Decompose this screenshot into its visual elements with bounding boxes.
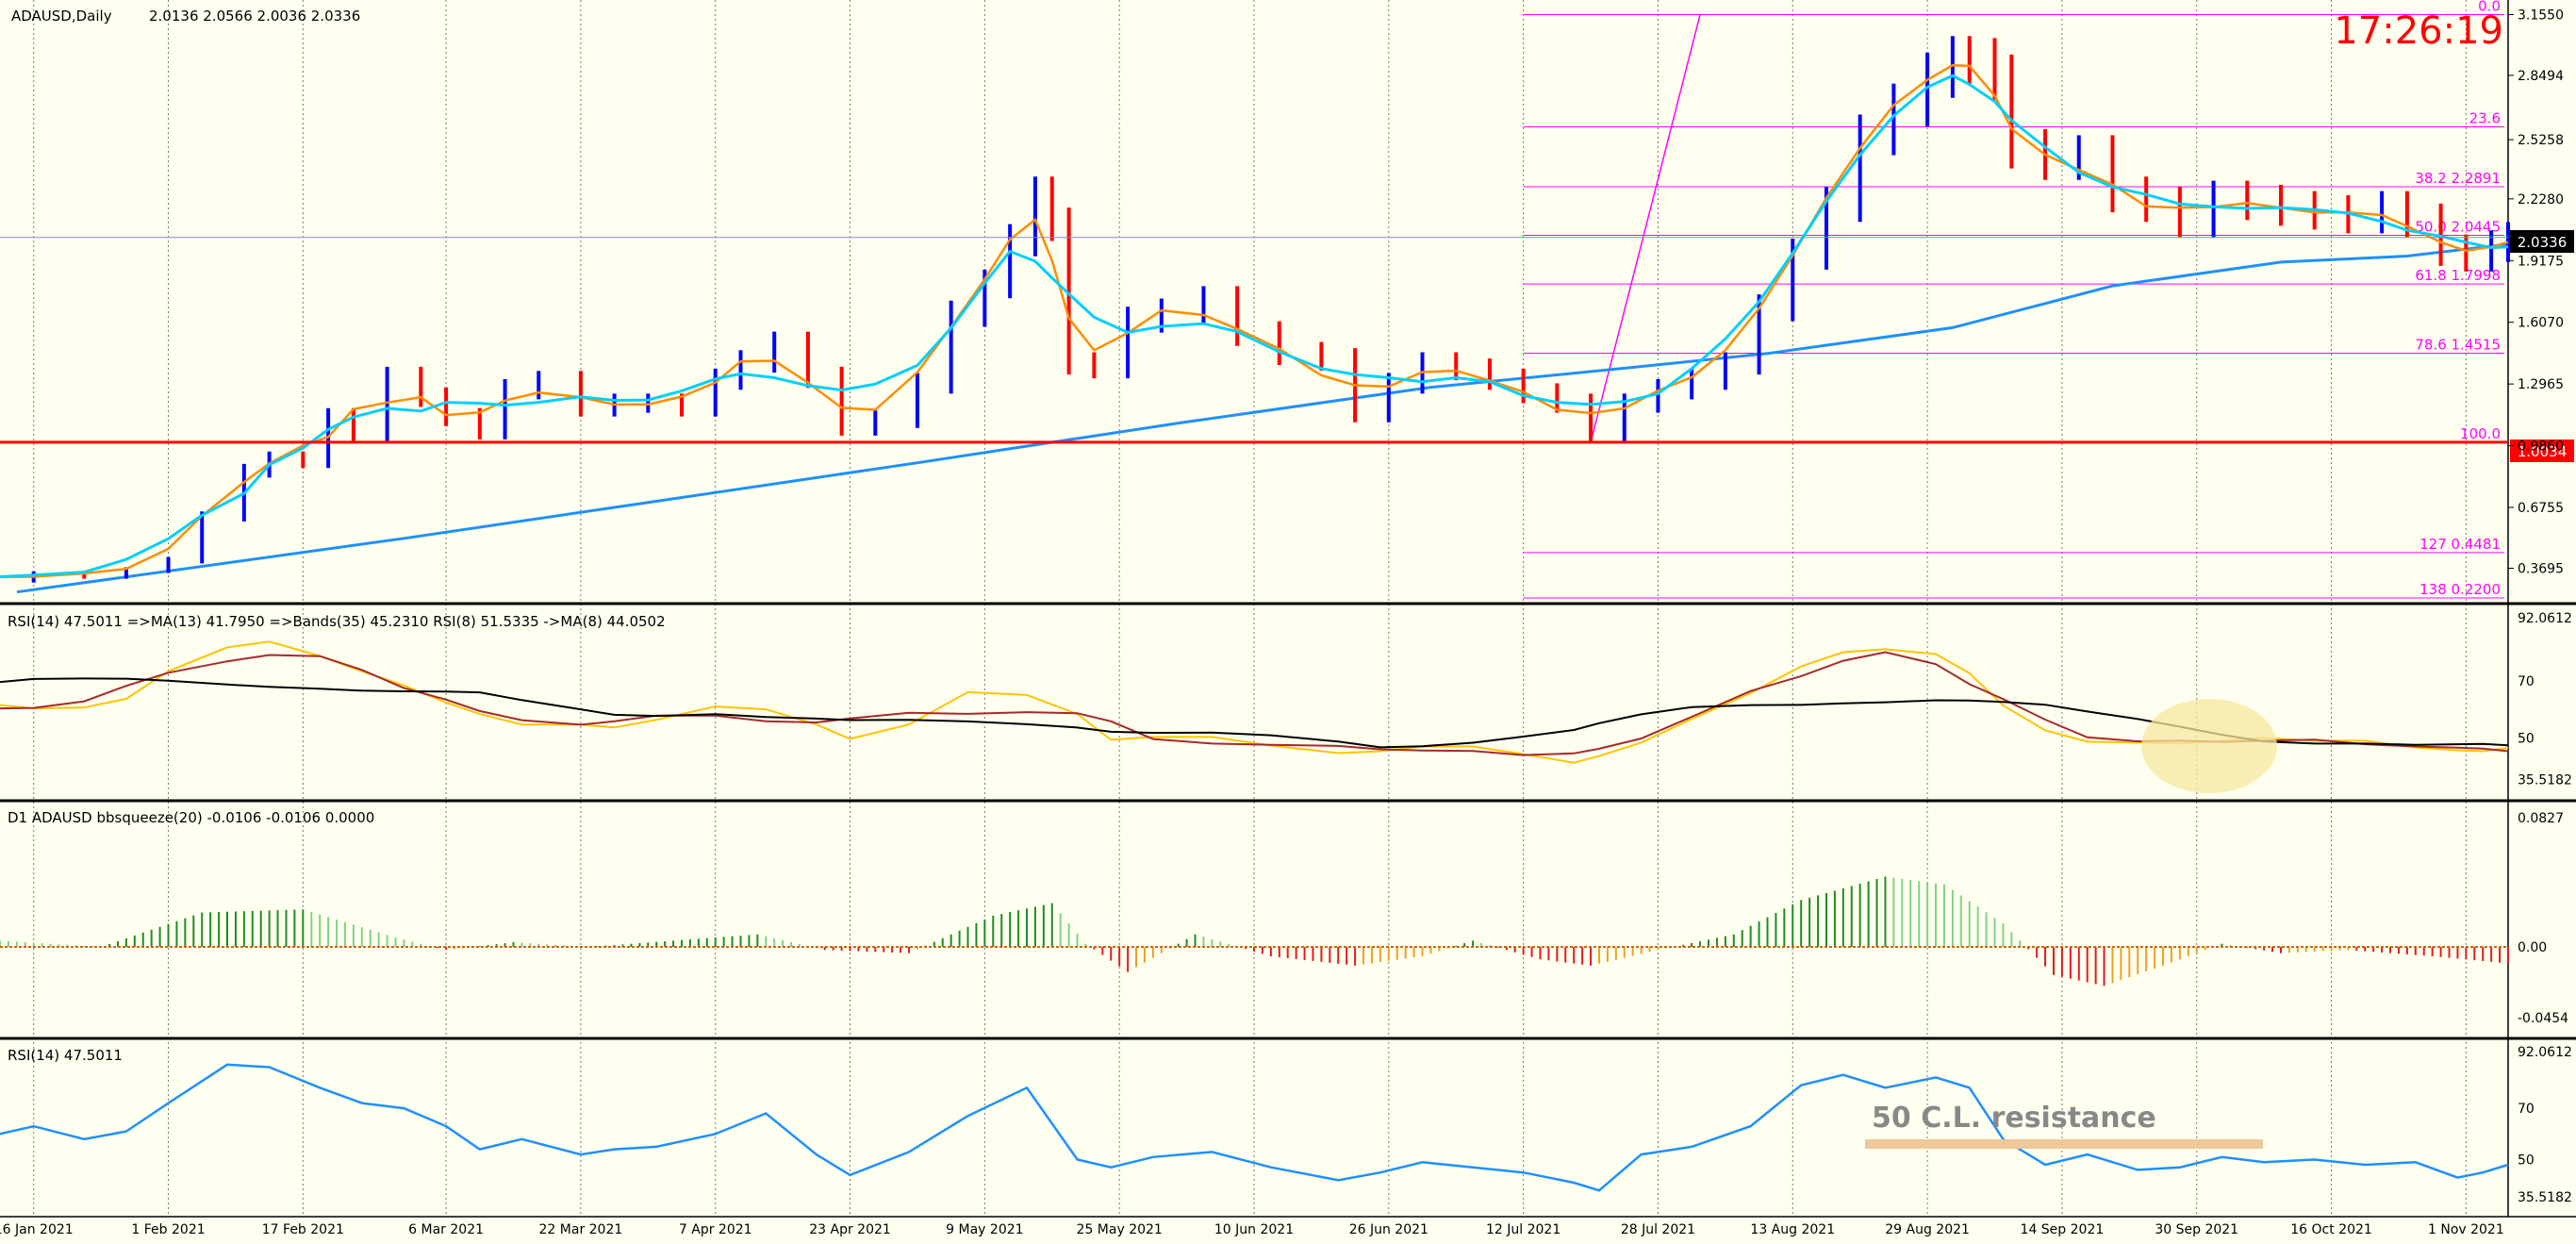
indicator-tick-label: 35.5182 — [2518, 1190, 2572, 1205]
indicator-tick-label: 50 — [2518, 1153, 2535, 1169]
rsi-top-label: RSI(14) 47.5011 =>MA(13) 41.7950 =>Bands… — [8, 613, 666, 630]
date-tick-label: 12 Jul 2021 — [1486, 1222, 1560, 1237]
support-line — [0, 237, 2508, 444]
date-tick-label: 22 Mar 2021 — [539, 1222, 623, 1237]
fib-level-label: 100.0 — [2460, 425, 2501, 442]
date-axis: 16 Jan 2021 1 Feb 2021 17 Feb 2021 6 Mar 20… — [0, 1216, 2576, 1237]
ema-fast-line — [0, 74, 2509, 578]
indicator-tick-label: 92.0612 — [2518, 611, 2572, 626]
current-price-tag — [2510, 230, 2574, 253]
price-tick-label: 2.5258 — [2518, 133, 2564, 148]
support-price-tag — [2510, 440, 2574, 462]
indicator-tick-label: 0.0827 — [2518, 811, 2564, 826]
squeeze-label: D1 ADAUSD bbsqueeze(20) -0.0106 -0.0106 … — [8, 809, 374, 826]
rsi-highlight — [2141, 699, 2277, 793]
date-tick-label: 17 Feb 2021 — [262, 1222, 344, 1237]
date-tick-label: 25 May 2021 — [1077, 1222, 1163, 1237]
date-tick-label: 1 Nov 2021 — [2428, 1222, 2504, 1237]
date-tick-label: 23 Apr 2021 — [809, 1222, 891, 1237]
fib-level-label: 127 0.4481 — [2419, 536, 2501, 553]
fib-trend-line — [1590, 14, 1701, 443]
date-tick-label: 16 Oct 2021 — [2290, 1222, 2372, 1237]
date-tick-label: 7 Apr 2021 — [679, 1222, 752, 1237]
indicator-tick-label: 0.00 — [2518, 940, 2547, 955]
date-tick-label: 28 Jul 2021 — [1621, 1222, 1695, 1237]
sma200-line — [16, 242, 2509, 594]
rsi-ma-line — [0, 651, 2509, 756]
indicator-tick-label: 35.5182 — [2518, 772, 2572, 788]
indicator-tick-label: 70 — [2518, 1102, 2535, 1117]
fibonacci-retracement: 0.0 23.6 38.2 2.2891 50.0 2.0445 61.8 1.7998… — [1523, 0, 2504, 599]
rsi-bottom-panel — [0, 1063, 2509, 1192]
indicator-tick-label: 70 — [2518, 674, 2535, 689]
date-tick-label: 26 Jun 2021 — [1349, 1222, 1428, 1237]
rsi-bottom-label: RSI(14) 47.5011 — [8, 1047, 123, 1064]
squeeze-axis: 0.0827 0.00 -0.0454 — [2518, 811, 2568, 1026]
fib-level-label: 50.0 2.0445 — [2415, 219, 2501, 236]
price-axis: 3.1550 2.8494 2.5258 2.2280 1.9175 1.6070 1.29… — [2508, 8, 2564, 576]
ema-mid-line — [0, 63, 2509, 579]
support-price-label: 1.0034 — [2518, 443, 2568, 460]
price-tick-label: 1.6070 — [2518, 316, 2564, 331]
price-grid — [33, 0, 2509, 1217]
date-tick-label: 29 Aug 2021 — [1885, 1222, 1970, 1237]
rsi14-line — [0, 1063, 2509, 1192]
price-tick-label: 3.1550 — [2518, 8, 2564, 23]
rsi8-line — [0, 640, 2509, 764]
rsi-bands-line — [0, 677, 2509, 749]
clock: 17:26:19 — [2334, 9, 2503, 53]
resistance-highlight — [1865, 1139, 2263, 1149]
ohlc-values: 2.0136 2.0566 2.0036 2.0336 — [149, 8, 360, 25]
bbsqueeze-panel — [0, 876, 2509, 987]
price-path — [0, 36, 2510, 583]
fib-level-label: 138 0.2200 — [2419, 581, 2501, 598]
date-tick-label: 6 Mar 2021 — [408, 1222, 484, 1237]
symbol-label: ADAUSD,Daily — [11, 8, 112, 25]
rsi-top-panel — [0, 640, 2509, 764]
sma200-line — [16, 242, 2509, 594]
indicator-tick-label: 92.0612 — [2518, 1045, 2572, 1060]
date-tick-label: 9 May 2021 — [946, 1222, 1023, 1237]
fib-level-label: 61.8 1.7998 — [2415, 267, 2501, 284]
price-tick-label: 1.2965 — [2518, 377, 2564, 392]
rsi-top-axis: 92.0612 70 50 35.5182 — [2518, 611, 2572, 788]
date-tick-label: 13 Aug 2021 — [1750, 1222, 1835, 1237]
current-price-label: 2.0336 — [2518, 234, 2568, 251]
indicator-tick-label: 50 — [2518, 731, 2535, 746]
price-tick-label: 2.8494 — [2518, 69, 2564, 84]
date-tick-label: 14 Sep 2021 — [2021, 1222, 2105, 1237]
fib-level-label: 78.6 1.4515 — [2415, 336, 2501, 353]
price-tick-label: 2.2280 — [2518, 192, 2564, 207]
fib-level-label: 0.0 — [2478, 0, 2501, 14]
price-tick-label: 0.6755 — [2518, 501, 2564, 516]
date-tick-label: 16 Jan 2021 — [0, 1222, 74, 1237]
price-tick-label: 1.9175 — [2518, 254, 2564, 269]
price-tick-label: 0.9860 — [2518, 440, 2564, 455]
resistance-annotation: 50 C.L. resistance — [1872, 1102, 2156, 1135]
fib-level-label: 23.6 — [2469, 110, 2501, 127]
indicator-tick-label: -0.0454 — [2518, 1011, 2568, 1026]
rsi-bottom-axis: 92.0612 70 50 35.5182 — [2518, 1045, 2572, 1205]
date-tick-label: 1 Feb 2021 — [131, 1222, 205, 1237]
date-tick-label: 30 Sep 2021 — [2155, 1222, 2238, 1237]
fib-level-label: 38.2 2.2891 — [2415, 170, 2501, 187]
date-tick-label: 10 Jun 2021 — [1214, 1222, 1294, 1237]
price-tick-label: 0.3695 — [2518, 561, 2564, 576]
